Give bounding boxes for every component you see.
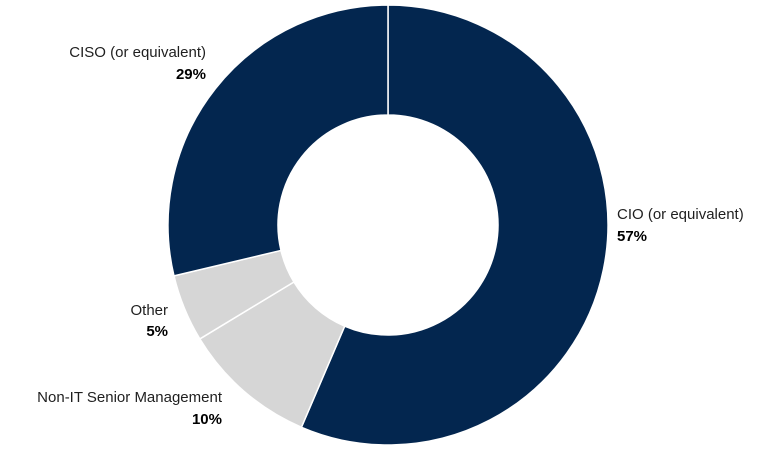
label-other: Other 5% [130,302,168,340]
label-ciso-value: 29% [176,66,206,83]
label-ciso-name: CISO (or equivalent) [69,44,206,61]
label-non-it-name: Non-IT Senior Management [37,389,223,406]
label-cio-name: CIO (or equivalent) [617,206,744,223]
label-cio: CIO (or equivalent) 57% [617,206,744,245]
label-non-it-value: 10% [192,411,222,428]
label-non-it: Non-IT Senior Management 10% [37,389,223,428]
label-other-value: 5% [146,323,168,340]
label-cio-value: 57% [617,228,647,245]
donut-slices [167,4,609,446]
slice-cio [300,4,609,446]
label-ciso: CISO (or equivalent) 29% [69,44,206,83]
slice-ciso [167,4,389,277]
label-other-name: Other [130,302,168,319]
